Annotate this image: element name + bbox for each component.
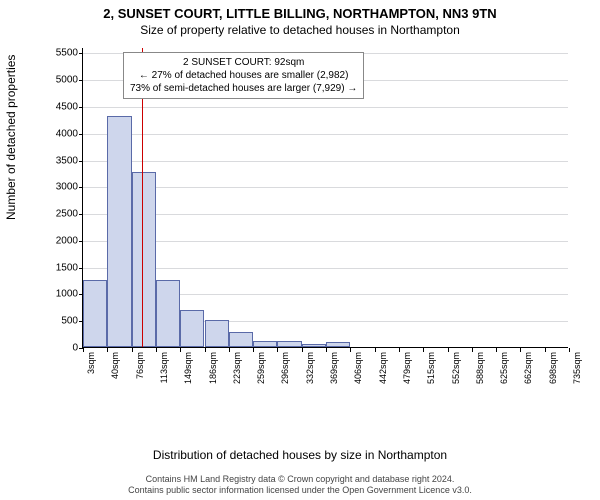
xtick-label: 442sqm <box>378 352 388 384</box>
histogram-bar <box>205 320 229 347</box>
ytick-mark <box>79 187 83 188</box>
xtick-mark <box>180 348 181 352</box>
xtick-label: 296sqm <box>280 352 290 384</box>
page-title-2: Size of property relative to detached ho… <box>0 23 600 37</box>
xtick-label: 406sqm <box>353 352 363 384</box>
xtick-label: 113sqm <box>159 352 169 383</box>
ytick-label: 0 <box>48 343 78 354</box>
xtick-mark <box>350 348 351 352</box>
xtick-label: 735sqm <box>572 352 582 384</box>
gridline <box>83 107 568 108</box>
histogram-bar <box>277 341 301 347</box>
xtick-mark <box>83 348 84 352</box>
ytick-mark <box>79 268 83 269</box>
gridline <box>83 134 568 135</box>
histogram-bar <box>83 280 107 348</box>
ytick-label: 4500 <box>48 101 78 112</box>
ytick-label: 500 <box>48 316 78 327</box>
annotation-line3: 73% of semi-detached houses are larger (… <box>130 82 357 95</box>
xtick-label: 369sqm <box>329 352 339 384</box>
y-axis-label: Number of detached properties <box>4 55 18 220</box>
xtick-mark <box>520 348 521 352</box>
footer-line1: Contains HM Land Registry data © Crown c… <box>0 474 600 485</box>
xtick-label: 40sqm <box>110 352 120 379</box>
annotation-line1: 2 SUNSET COURT: 92sqm <box>130 56 357 69</box>
xtick-label: 223sqm <box>232 352 242 384</box>
xtick-label: 76sqm <box>135 352 145 379</box>
x-axis-label: Distribution of detached houses by size … <box>0 448 600 462</box>
ytick-mark <box>79 134 83 135</box>
xtick-label: 515sqm <box>426 352 436 384</box>
ytick-mark <box>79 80 83 81</box>
ytick-mark <box>79 241 83 242</box>
xtick-mark <box>302 348 303 352</box>
ytick-label: 5000 <box>48 75 78 86</box>
xtick-mark <box>277 348 278 352</box>
xtick-mark <box>107 348 108 352</box>
xtick-mark <box>569 348 570 352</box>
xtick-mark <box>205 348 206 352</box>
histogram-bar <box>107 116 131 347</box>
xtick-label: 149sqm <box>183 352 193 384</box>
xtick-mark <box>326 348 327 352</box>
annotation-box: 2 SUNSET COURT: 92sqm ← 27% of detached … <box>123 52 364 99</box>
xtick-mark <box>496 348 497 352</box>
ytick-mark <box>79 161 83 162</box>
xtick-mark <box>375 348 376 352</box>
xtick-label: 479sqm <box>402 352 412 384</box>
xtick-label: 3sqm <box>86 352 96 374</box>
ytick-label: 3000 <box>48 182 78 193</box>
xtick-mark <box>253 348 254 352</box>
xtick-label: 332sqm <box>305 352 315 384</box>
ytick-label: 1000 <box>48 289 78 300</box>
ytick-mark <box>79 53 83 54</box>
xtick-mark <box>399 348 400 352</box>
xtick-label: 552sqm <box>451 352 461 384</box>
xtick-label: 698sqm <box>548 352 558 384</box>
ytick-label: 3500 <box>48 155 78 166</box>
xtick-mark <box>156 348 157 352</box>
ytick-label: 4000 <box>48 128 78 139</box>
footer-line2: Contains public sector information licen… <box>0 485 600 496</box>
chart-container: 0 500 1000 1500 2000 2500 3000 3500 4000 4500 5000… <box>48 48 568 398</box>
page-title-1: 2, SUNSET COURT, LITTLE BILLING, NORTHAM… <box>0 6 600 21</box>
histogram-bar <box>302 344 326 347</box>
ytick-label: 2000 <box>48 235 78 246</box>
xtick-mark <box>472 348 473 352</box>
xtick-mark <box>448 348 449 352</box>
xtick-mark <box>545 348 546 352</box>
xtick-mark <box>423 348 424 352</box>
ytick-label: 1500 <box>48 262 78 273</box>
ytick-label: 5500 <box>48 48 78 59</box>
xtick-label: 588sqm <box>475 352 485 384</box>
plot-area: 0500100015002000250030003500400045005000… <box>82 48 568 348</box>
xtick-label: 186sqm <box>208 352 218 384</box>
histogram-bar <box>156 280 180 348</box>
ytick-mark <box>79 214 83 215</box>
gridline <box>83 161 568 162</box>
xtick-label: 259sqm <box>256 352 266 384</box>
histogram-bar <box>326 342 350 347</box>
histogram-bar <box>180 310 204 348</box>
histogram-bar <box>253 341 277 347</box>
ytick-mark <box>79 107 83 108</box>
ytick-label: 2500 <box>48 209 78 220</box>
xtick-label: 625sqm <box>499 352 509 384</box>
xtick-label: 662sqm <box>523 352 533 384</box>
histogram-bar <box>132 172 156 347</box>
xtick-mark <box>229 348 230 352</box>
footer-attribution: Contains HM Land Registry data © Crown c… <box>0 474 600 497</box>
annotation-line2: ← 27% of detached houses are smaller (2,… <box>130 69 357 82</box>
histogram-bar <box>229 332 253 347</box>
xtick-mark <box>132 348 133 352</box>
